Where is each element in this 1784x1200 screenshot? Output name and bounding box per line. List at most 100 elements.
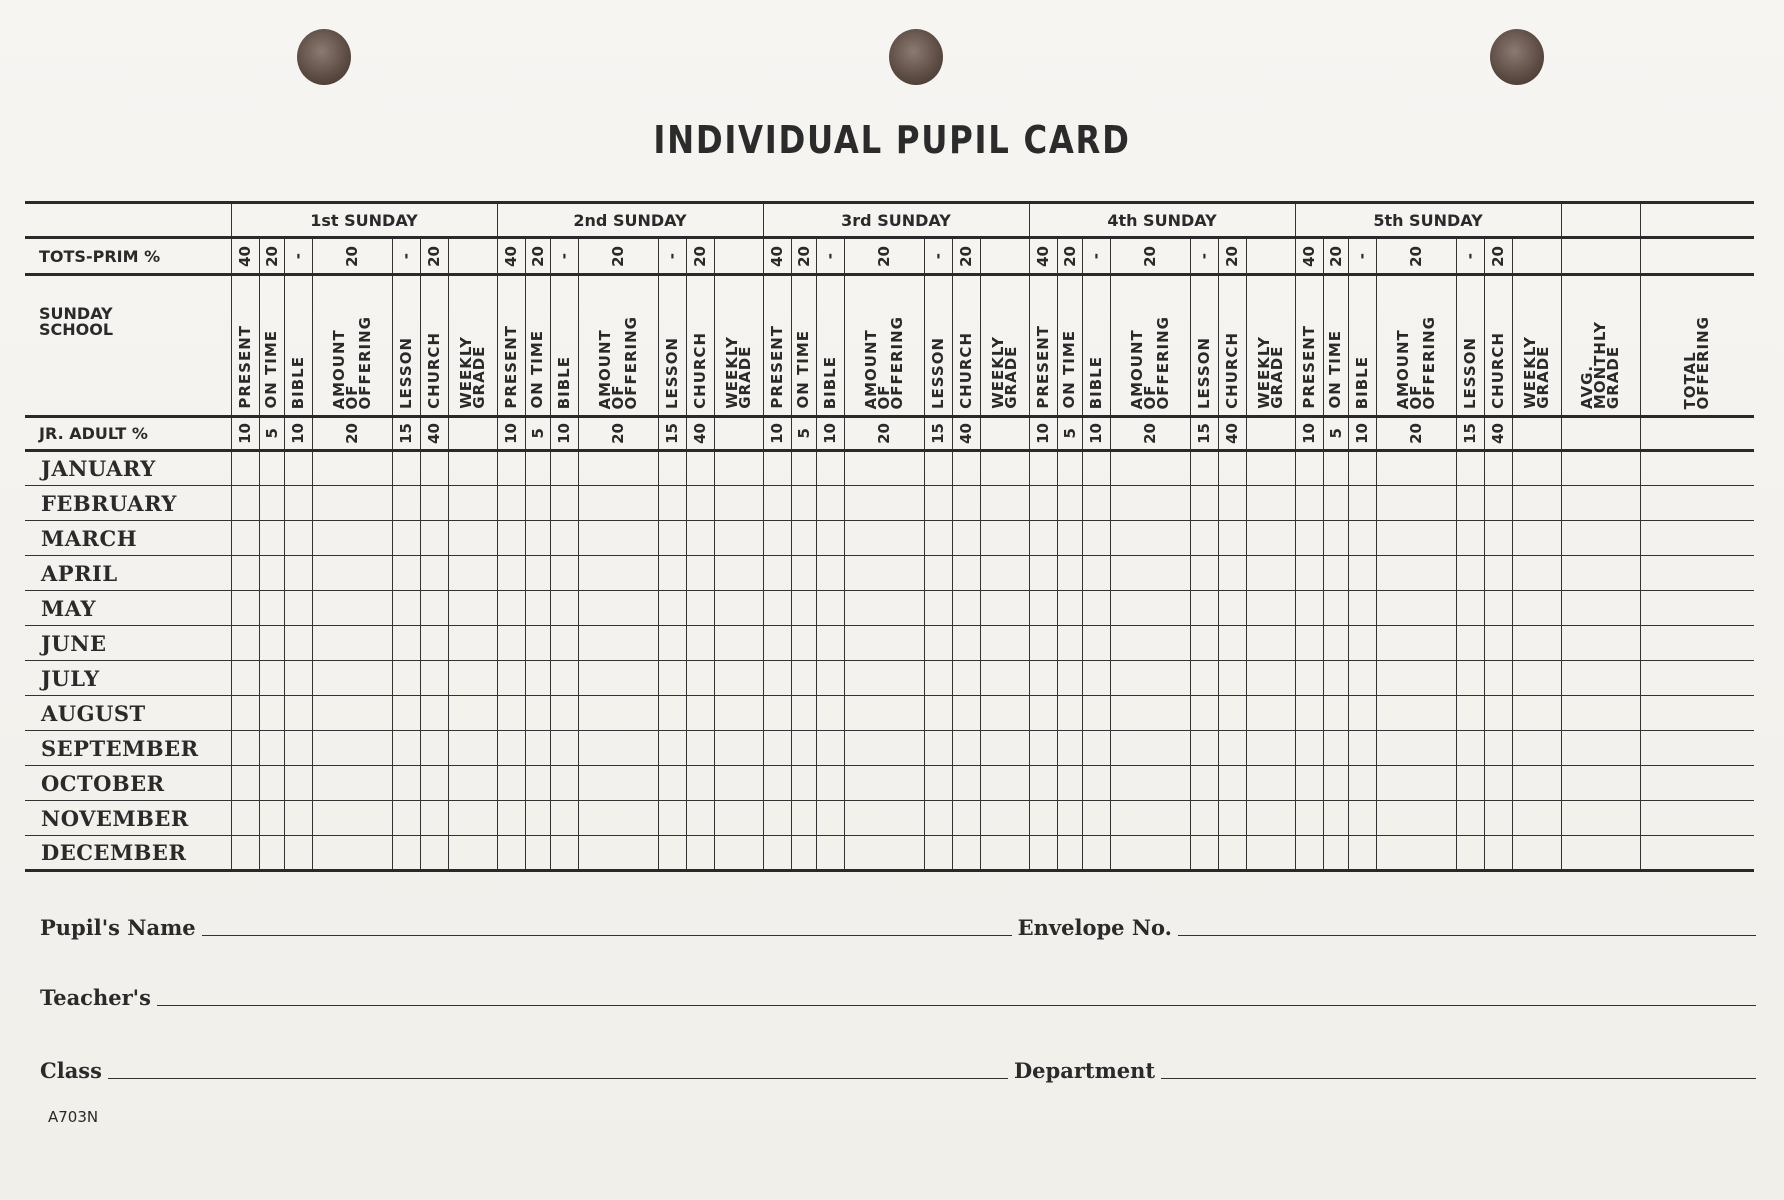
entry-cell[interactable]	[1375, 520, 1457, 556]
entry-cell[interactable]	[1322, 450, 1349, 486]
entry-cell[interactable]	[549, 765, 579, 801]
entry-cell[interactable]	[657, 765, 687, 801]
entry-cell[interactable]	[230, 800, 260, 836]
entry-cell[interactable]	[1081, 765, 1111, 801]
entry-cell[interactable]	[923, 730, 953, 766]
entry-cell[interactable]	[762, 485, 792, 521]
entry-cell[interactable]	[762, 450, 792, 486]
entry-cell[interactable]	[524, 450, 551, 486]
entry-cell[interactable]	[283, 800, 313, 836]
entry-cell[interactable]	[1189, 730, 1219, 766]
entry-cell[interactable]	[283, 485, 313, 521]
entry-cell[interactable]	[979, 485, 1030, 521]
entry-cell[interactable]	[447, 765, 498, 801]
entry-cell[interactable]	[1056, 730, 1083, 766]
teacher-field[interactable]	[156, 1005, 1756, 1006]
entry-cell[interactable]	[1245, 555, 1296, 591]
entry-cell[interactable]	[1483, 450, 1513, 486]
entry-cell[interactable]	[549, 800, 579, 836]
entry-cell[interactable]	[311, 765, 393, 801]
entry-cell[interactable]	[496, 450, 526, 486]
entry-cell[interactable]	[524, 695, 551, 731]
entry-cell[interactable]	[1217, 450, 1247, 486]
entry-cell[interactable]	[1056, 485, 1083, 521]
entry-cell[interactable]	[283, 625, 313, 661]
entry-cell[interactable]	[1189, 520, 1219, 556]
entry-cell[interactable]	[1455, 625, 1485, 661]
entry-cell[interactable]	[713, 835, 764, 872]
entry-cell[interactable]	[1294, 625, 1324, 661]
entry-cell[interactable]	[1056, 625, 1083, 661]
entry-cell[interactable]	[230, 660, 260, 696]
entry-cell[interactable]	[1189, 835, 1219, 872]
class-field[interactable]	[107, 1078, 1008, 1079]
entry-cell[interactable]	[1560, 555, 1641, 591]
entry-cell[interactable]	[1375, 660, 1457, 696]
entry-cell[interactable]	[1560, 730, 1641, 766]
entry-cell[interactable]	[815, 520, 845, 556]
entry-cell[interactable]	[1511, 485, 1562, 521]
entry-cell[interactable]	[1081, 485, 1111, 521]
entry-cell[interactable]	[1375, 835, 1457, 872]
entry-cell[interactable]	[391, 800, 421, 836]
entry-cell[interactable]	[1056, 590, 1083, 626]
entry-cell[interactable]	[1081, 835, 1111, 872]
entry-cell[interactable]	[447, 590, 498, 626]
entry-cell[interactable]	[419, 695, 449, 731]
entry-cell[interactable]	[713, 660, 764, 696]
entry-cell[interactable]	[283, 835, 313, 872]
entry-cell[interactable]	[524, 765, 551, 801]
entry-cell[interactable]	[311, 660, 393, 696]
entry-cell[interactable]	[1081, 730, 1111, 766]
entry-cell[interactable]	[1294, 800, 1324, 836]
entry-cell[interactable]	[843, 555, 925, 591]
entry-cell[interactable]	[1294, 555, 1324, 591]
entry-cell[interactable]	[979, 520, 1030, 556]
entry-cell[interactable]	[815, 485, 845, 521]
entry-cell[interactable]	[979, 765, 1030, 801]
entry-cell[interactable]	[1455, 730, 1485, 766]
entry-cell[interactable]	[1056, 555, 1083, 591]
entry-cell[interactable]	[283, 695, 313, 731]
entry-cell[interactable]	[258, 590, 285, 626]
entry-cell[interactable]	[419, 660, 449, 696]
entry-cell[interactable]	[1245, 450, 1296, 486]
entry-cell[interactable]	[790, 695, 817, 731]
entry-cell[interactable]	[1056, 695, 1083, 731]
entry-cell[interactable]	[1455, 450, 1485, 486]
entry-cell[interactable]	[979, 695, 1030, 731]
entry-cell[interactable]	[685, 450, 715, 486]
entry-cell[interactable]	[524, 800, 551, 836]
entry-cell[interactable]	[1375, 730, 1457, 766]
entry-cell[interactable]	[577, 695, 659, 731]
entry-cell[interactable]	[685, 555, 715, 591]
entry-cell[interactable]	[951, 695, 981, 731]
entry-cell[interactable]	[311, 695, 393, 731]
entry-cell[interactable]	[1028, 835, 1058, 872]
pupil-name-field[interactable]	[201, 935, 1012, 936]
entry-cell[interactable]	[1081, 625, 1111, 661]
entry-cell[interactable]	[283, 555, 313, 591]
entry-cell[interactable]	[1347, 450, 1377, 486]
entry-cell[interactable]	[923, 485, 953, 521]
entry-cell[interactable]	[951, 765, 981, 801]
entry-cell[interactable]	[1375, 590, 1457, 626]
entry-cell[interactable]	[1189, 695, 1219, 731]
entry-cell[interactable]	[1189, 450, 1219, 486]
entry-cell[interactable]	[843, 590, 925, 626]
entry-cell[interactable]	[496, 765, 526, 801]
entry-cell[interactable]	[951, 800, 981, 836]
entry-cell[interactable]	[447, 485, 498, 521]
entry-cell[interactable]	[713, 730, 764, 766]
entry-cell[interactable]	[1081, 450, 1111, 486]
entry-cell[interactable]	[1322, 835, 1349, 872]
entry-cell[interactable]	[1511, 765, 1562, 801]
entry-cell[interactable]	[815, 800, 845, 836]
entry-cell[interactable]	[1347, 695, 1377, 731]
entry-cell[interactable]	[577, 555, 659, 591]
entry-cell[interactable]	[549, 660, 579, 696]
entry-cell[interactable]	[1109, 485, 1191, 521]
entry-cell[interactable]	[1245, 800, 1296, 836]
entry-cell[interactable]	[230, 835, 260, 872]
entry-cell[interactable]	[577, 485, 659, 521]
